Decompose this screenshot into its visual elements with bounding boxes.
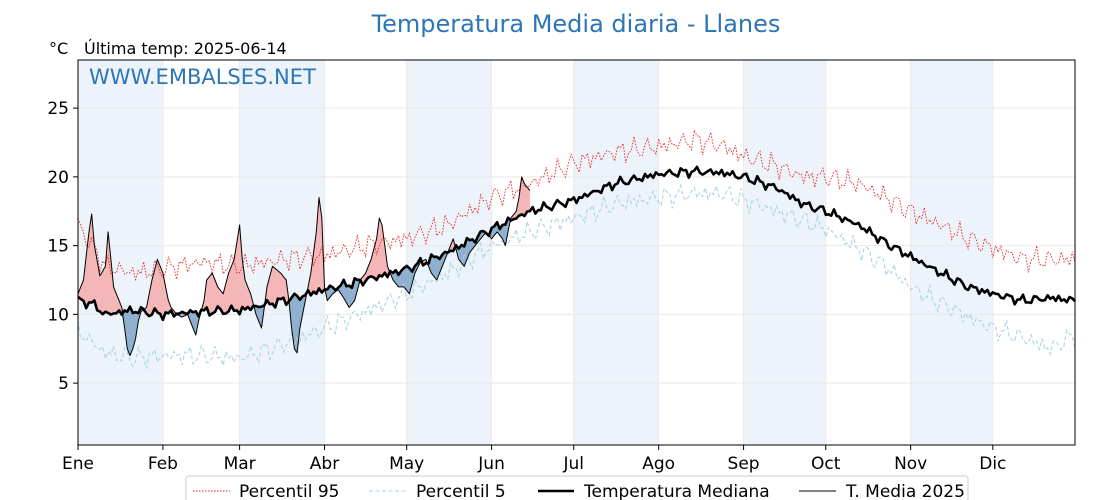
legend: Percentil 95 Percentil 5 Temperatura Med… — [185, 475, 969, 500]
x-tick-label: Dic — [979, 454, 1006, 474]
watermark: WWW.EMBALSES.NET — [89, 65, 316, 89]
x-tick-label: Mar — [224, 454, 256, 474]
month-band — [910, 60, 993, 445]
y-unit-label: °C — [49, 39, 68, 58]
x-tick-label: Ene — [62, 454, 94, 474]
x-tick-label: Ago — [642, 454, 675, 474]
series-line-mediana — [77, 165, 1076, 322]
month-band — [743, 60, 826, 445]
x-tick-label: Nov — [894, 454, 927, 474]
x-tick-label: Feb — [148, 454, 178, 474]
chart-title: Temperatura Media diaria - Llanes — [371, 10, 781, 38]
x-axis: Ene Feb Mar Abr May Jun Jul Ago Sep Oct Nov Dic — [62, 445, 1006, 474]
legend-label-t-media-2025: T. Media 2025 — [845, 482, 965, 500]
series-line-t-media-2025 — [77, 176, 531, 357]
y-tick-label: 25 — [47, 99, 69, 119]
y-tick-label: 5 — [58, 374, 69, 394]
series-line-percentil-5 — [77, 183, 1076, 369]
y-axis: 5 10 15 20 25 — [47, 99, 78, 394]
y-tick-label: 10 — [47, 305, 69, 325]
legend-label-percentil-95: Percentil 95 — [239, 482, 339, 500]
anomaly-fills — [78, 176, 530, 356]
month-band — [573, 60, 659, 445]
month-band — [239, 60, 325, 445]
y-tick-label: 20 — [47, 168, 69, 188]
x-tick-label: Jul — [563, 454, 585, 474]
below-median-fill — [78, 211, 530, 356]
plot-frame — [77, 59, 1076, 446]
x-tick-label: Oct — [811, 454, 841, 474]
x-tick-label: Sep — [728, 454, 760, 474]
y-tick-label: 15 — [47, 237, 69, 257]
x-tick-label: Abr — [310, 454, 339, 474]
legend-label-mediana: Temperatura Mediana — [583, 482, 770, 500]
series-line-percentil-95 — [77, 128, 1076, 282]
x-tick-label: May — [389, 454, 424, 474]
last-temp-label: Última temp: 2025-06-14 — [84, 39, 287, 58]
legend-label-percentil-5: Percentil 5 — [416, 482, 506, 500]
x-tick-label: Jun — [477, 454, 505, 474]
legend-box — [185, 475, 969, 500]
month-bands — [78, 60, 993, 445]
